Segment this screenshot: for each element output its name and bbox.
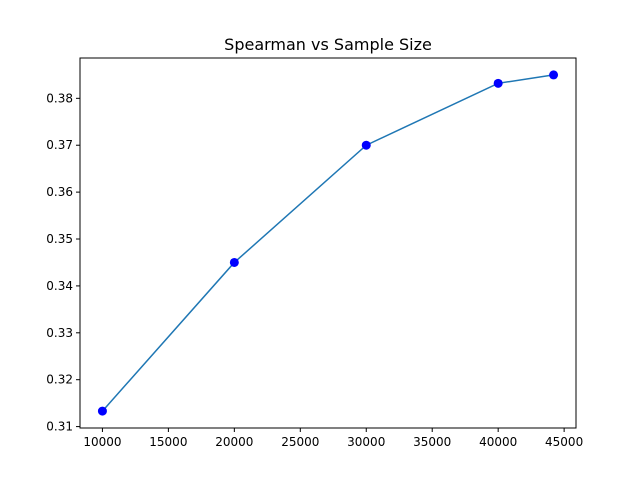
chart-title: Spearman vs Sample Size (224, 35, 432, 54)
data-point (229, 257, 239, 267)
y-tick-label: 0.33 (46, 326, 73, 340)
x-tick-label: 25000 (281, 435, 319, 449)
plot-frame (79, 57, 577, 429)
y-tick-label: 0.36 (46, 185, 73, 199)
x-tick-label: 15000 (149, 435, 187, 449)
y-tick-label: 0.38 (46, 91, 73, 105)
x-tick-label: 30000 (347, 435, 385, 449)
y-tick-label: 0.31 (46, 420, 73, 434)
plot-layer: 10000 15000 20000 25000 30000 35000 40000 45000… (46, 70, 583, 449)
y-tick-label: 0.34 (46, 279, 73, 293)
x-tick-label: 40000 (479, 435, 517, 449)
y-tick-label: 0.32 (46, 373, 73, 387)
data-point (549, 70, 559, 80)
data-point (493, 78, 503, 88)
x-tick-label: 10000 (83, 435, 121, 449)
x-tick-label: 35000 (413, 435, 451, 449)
x-tick-label: 20000 (215, 435, 253, 449)
x-tick-label: 45000 (545, 435, 583, 449)
y-tick-label: 0.37 (46, 138, 73, 152)
data-point (361, 140, 371, 150)
y-tick-label: 0.35 (46, 232, 73, 246)
data-point (97, 406, 107, 416)
